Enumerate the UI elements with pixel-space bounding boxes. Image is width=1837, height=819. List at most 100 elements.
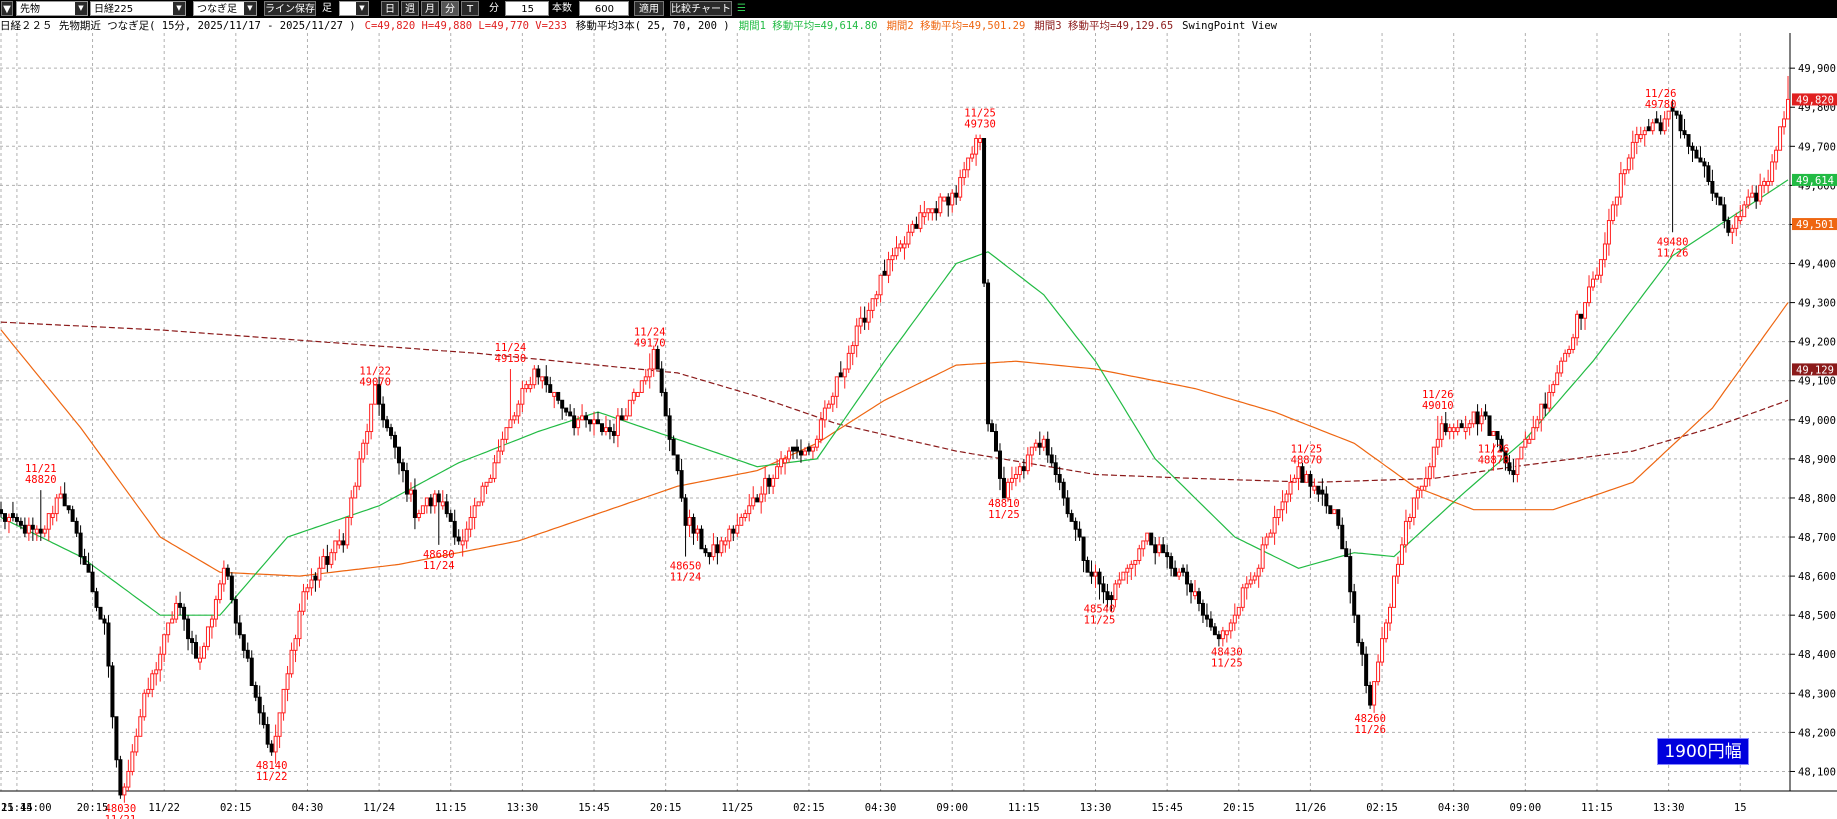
candle-body	[751, 497, 756, 507]
candle-body	[1710, 180, 1715, 194]
candle-body	[504, 427, 509, 440]
candle	[1236, 606, 1241, 620]
apply-button[interactable]: 適用	[634, 1, 664, 16]
swing-label-line1: 48030	[105, 803, 137, 815]
candle	[683, 494, 688, 557]
continuity-select[interactable]: つなぎ足 ▼	[193, 1, 257, 16]
instrument-select[interactable]: 日経225 ▼	[90, 1, 186, 16]
candle-body	[94, 591, 99, 608]
candle	[1212, 622, 1217, 636]
candle-body	[464, 528, 469, 542]
candle	[1571, 333, 1576, 354]
candle-body	[1025, 454, 1030, 472]
candle	[18, 517, 23, 530]
candle	[532, 365, 537, 389]
candle-body	[810, 446, 815, 452]
minute-input[interactable]: 15	[505, 1, 549, 16]
market-select[interactable]: 先物 ▼	[16, 1, 88, 16]
period-minute-button[interactable]: 分	[441, 1, 459, 16]
candle-body	[190, 638, 195, 644]
candle	[1017, 462, 1022, 483]
candle	[719, 537, 724, 557]
candle	[289, 642, 294, 678]
period-month-button[interactable]: 月	[421, 1, 439, 16]
y-tick-label: 49,700	[1798, 141, 1836, 153]
menu-arrow-button[interactable]: ▼	[1, 1, 13, 16]
candle-body	[126, 770, 131, 788]
candle-body	[1487, 415, 1492, 436]
candle	[906, 224, 911, 248]
candle	[1029, 446, 1034, 467]
period-week-button[interactable]: 週	[401, 1, 419, 16]
ma2-readout: 期間2 移動平均=49,501.29	[886, 20, 1026, 32]
foot-select[interactable]: ▼	[339, 1, 369, 16]
candle-body	[66, 505, 71, 511]
candle	[958, 169, 963, 202]
candle	[1634, 126, 1639, 155]
candle	[78, 525, 83, 565]
candle	[1491, 431, 1496, 471]
candle-body	[229, 575, 234, 601]
bars-input[interactable]: 600	[579, 1, 629, 16]
candle	[1567, 345, 1572, 358]
period-day-button[interactable]: 日	[381, 1, 399, 16]
candle-body	[1646, 126, 1651, 132]
candle-body	[1304, 474, 1309, 483]
candle	[978, 134, 983, 151]
x-tick-label: 11/22	[148, 802, 180, 814]
candle	[767, 474, 772, 495]
y-tick-label: 48,500	[1798, 610, 1836, 622]
save-line-button[interactable]: ライン保存	[264, 1, 316, 16]
candle-body	[269, 743, 274, 753]
candle-body	[603, 427, 608, 433]
candle-body	[1583, 302, 1588, 319]
candle	[500, 431, 505, 455]
candle	[1555, 365, 1560, 386]
y-tick-label: 48,100	[1798, 766, 1836, 778]
chart-style-icon[interactable]: ☰	[737, 3, 746, 14]
candle-body	[663, 391, 668, 417]
candle	[950, 189, 955, 213]
swing-label-line1: 11/24	[495, 342, 527, 354]
candle-body	[1316, 485, 1321, 495]
candle	[10, 501, 15, 522]
candle	[1312, 478, 1317, 495]
candle	[261, 705, 266, 729]
candle	[1618, 161, 1623, 205]
candle-body	[1419, 485, 1424, 491]
candle	[357, 451, 362, 491]
candle	[1013, 466, 1018, 487]
candle-body	[420, 505, 425, 515]
compare-chart-button[interactable]: 比較チャート	[670, 1, 732, 16]
period-tick-button[interactable]: T	[461, 1, 479, 16]
candle-body	[1602, 243, 1607, 261]
candle	[389, 423, 394, 440]
candle	[170, 611, 175, 624]
candle	[385, 415, 390, 432]
swing-label-line2: 11/21	[105, 814, 137, 819]
candle	[584, 412, 589, 428]
candle-body	[381, 403, 386, 421]
candle	[1602, 232, 1607, 268]
candle	[1630, 130, 1635, 170]
candle-body	[870, 298, 875, 311]
candle-body	[1718, 196, 1723, 206]
candle-body	[1041, 438, 1046, 448]
candle-body	[1750, 192, 1755, 198]
candle	[715, 537, 720, 565]
candle-body	[448, 513, 453, 522]
candle-body	[74, 520, 79, 534]
candle-body	[62, 493, 67, 507]
price-chart[interactable]: 11/21488204803011/214814011/2211/2249070…	[0, 33, 1837, 819]
swing-label-line2: 49070	[359, 376, 391, 388]
candle-body	[719, 540, 724, 554]
candle-body	[110, 665, 115, 718]
candle-body	[1754, 192, 1759, 202]
candle-body	[26, 524, 31, 534]
candle	[46, 513, 51, 541]
candle	[229, 572, 234, 604]
candle-body	[779, 458, 784, 468]
candle-body	[1702, 161, 1707, 167]
